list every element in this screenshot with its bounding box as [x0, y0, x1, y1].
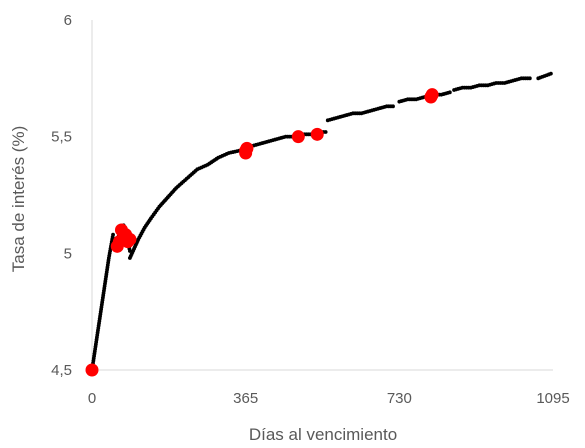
x-tick-label: 365: [233, 390, 258, 407]
x-tick-labels: 0 365 730 1095: [88, 390, 570, 407]
observed-point: [310, 127, 324, 141]
y-tick-label: 5,5: [51, 129, 72, 146]
axes: [91, 20, 553, 371]
curve-point: [447, 90, 452, 95]
curve-point: [527, 76, 532, 81]
observed-point: [123, 232, 137, 246]
x-tick-label: 730: [387, 390, 412, 407]
x-axis-title: Días al vencimiento: [249, 425, 397, 444]
observed-points: [85, 88, 439, 377]
observed-point: [425, 88, 439, 102]
x-tick-label: 1095: [536, 390, 569, 407]
y-tick-label: 5: [64, 245, 72, 262]
x-tick-label: 0: [88, 390, 96, 407]
y-tick-label: 6: [64, 12, 72, 29]
curve-point: [391, 104, 395, 109]
observed-point: [85, 363, 99, 377]
curve-point: [548, 71, 553, 76]
y-tick-labels: 4,5 5 5,5 6: [51, 12, 72, 379]
curve-point: [111, 232, 115, 237]
observed-point: [291, 130, 305, 144]
curve-point: [323, 130, 328, 134]
y-tick-label: 4,5: [51, 362, 72, 379]
y-axis-title: Tasa de interés (%): [9, 126, 28, 272]
fitted-curve-points: [90, 71, 553, 372]
observed-point: [239, 144, 253, 158]
